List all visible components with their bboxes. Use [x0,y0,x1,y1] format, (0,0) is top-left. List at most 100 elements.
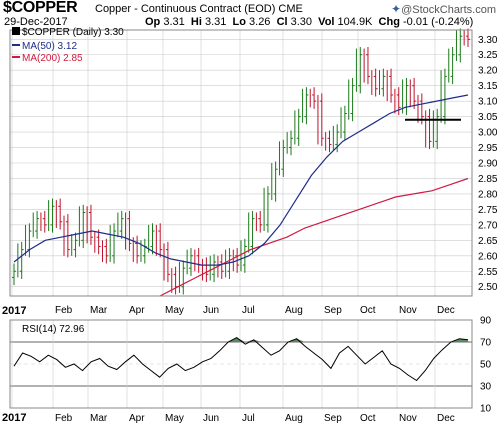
price-bar [119,210,124,239]
price-bar [204,257,209,283]
price-bar [19,241,24,279]
price-x-tick-label: Oct [360,305,376,316]
stockcharts-logo: ✦@StockCharts.com [391,2,496,16]
price-bar [173,266,178,295]
price-bar [412,77,417,109]
price-y-tick-label: 2.50 [478,282,498,293]
legend-price-swatch [12,27,20,35]
price-y-tick-label: 3.00 [478,128,498,139]
change-value: -0.01 (-0.24%) [402,16,474,28]
price-bar [435,108,440,150]
rsi-x-ticks: Feb Mar Apr May Jun Jul Aug Sep Oct Nov Dec [11,320,455,424]
logo-text: @StockCharts.com [401,4,496,16]
close-value: 3.30 [290,16,313,28]
price-y-tick-label: 3.20 [478,66,498,77]
price-y-tick-label: 3.30 [478,35,498,46]
quote-summary: Op 3.31 Hi 3.31 Lo 3.26 Cl 3.30 Vol 104.… [145,16,473,28]
symbol-title: $COPPER [3,0,78,16]
rsi-x-tick-label: May [165,413,184,424]
rsi-overbought-fill [228,337,468,342]
rsi-y-tick-label: 70 [480,338,492,349]
price-bar [466,28,470,48]
price-y-tick-label: 3.05 [478,112,498,123]
price-bar [227,248,232,279]
price-y-tick-label: 2.70 [478,220,498,231]
price-y-tick-label: 2.95 [478,143,498,154]
price-x-tick-label: Dec [437,305,455,316]
close-label: Cl [276,16,288,28]
price-bar [281,139,286,177]
price-bar [350,77,355,122]
rsi-x-tick-label: Sep [324,413,342,424]
price-bar [450,47,455,85]
price-bar [265,186,270,233]
price-bar [42,210,47,233]
price-y-tick-label: 2.90 [478,159,498,170]
volume-label: Vol [318,16,335,28]
price-x-tick-label: Jul [242,305,255,316]
price-y-tick-label: 3.25 [478,50,498,61]
price-x-tick-label: Feb [55,305,73,316]
price-bar [96,229,101,255]
price-bar [404,77,409,116]
rsi-y-ticks: 90 70 50 30 10 [480,316,492,415]
price-x-tick-label: May [165,305,184,316]
legend-ma50: MA(50) 3.12 [22,41,77,52]
exchange-label: CME [278,3,303,15]
price-x-tick-label: Mar [90,305,108,316]
price-bar [88,204,93,245]
price-year-label: 2017 [2,305,26,317]
instrument-name: Copper - Continuous Contract (EOD) CME [95,3,303,15]
rsi-year-label: 2017 [2,412,26,424]
open-label: Op [145,16,161,28]
price-panel-border [9,29,473,297]
price-bar [312,87,317,109]
low-label: Lo [232,16,246,28]
rsi-x-tick-label: Feb [55,413,73,424]
price-bar [196,248,201,273]
price-bar [242,238,247,273]
quote-date: 29-Dec-2017 [4,16,68,28]
price-x-tick-label: Nov [399,305,417,316]
price-bar [258,210,263,233]
price-bar [304,87,309,125]
price-y-tick-label: 2.80 [478,189,498,200]
price-x-tick-label: Apr [129,305,145,316]
ma50-line [13,94,469,266]
price-y-tick-label: 2.75 [478,205,498,216]
price-x-ticks: Feb Mar Apr May Jun Jul Aug Sep Oct Nov Dec [55,305,455,316]
price-bar [165,241,170,283]
price-y-tick-label: 2.55 [478,267,498,278]
price-y-tick-label: 3.10 [478,97,498,108]
price-bar [373,68,378,97]
price-bar [104,238,109,264]
rsi-x-tick-label: Jul [242,413,255,424]
price-x-tick-label: Aug [285,305,303,316]
volume-value: 104.9K [337,16,373,28]
high-label: Hi [190,16,202,28]
price-bar [289,130,294,156]
price-bar [35,210,40,239]
rsi-x-tick-label: Dec [437,413,455,424]
price-bars [12,28,470,295]
price-bar [427,108,432,150]
star-icon: ✦ [391,2,402,16]
price-bar [273,161,278,202]
rsi-x-tick-label: Nov [399,413,417,424]
price-bar [127,210,132,252]
price-bar [389,68,394,103]
price-bar [181,260,186,295]
price-bar [381,68,386,97]
rsi-x-tick-label: Mar [90,413,108,424]
change-label: Chg [378,16,400,28]
rsi-y-tick-label: 90 [480,316,492,327]
rsi-x-tick-label: Jun [203,413,219,424]
legend-rsi: RSI(14) 72.96 [22,324,85,335]
price-bar [50,198,55,233]
rsi-x-tick-label: Oct [360,413,376,424]
high-value: 3.31 [204,16,227,28]
price-y-tick-label: 2.85 [478,174,498,185]
price-bar [442,68,447,125]
price-bar [142,238,147,264]
